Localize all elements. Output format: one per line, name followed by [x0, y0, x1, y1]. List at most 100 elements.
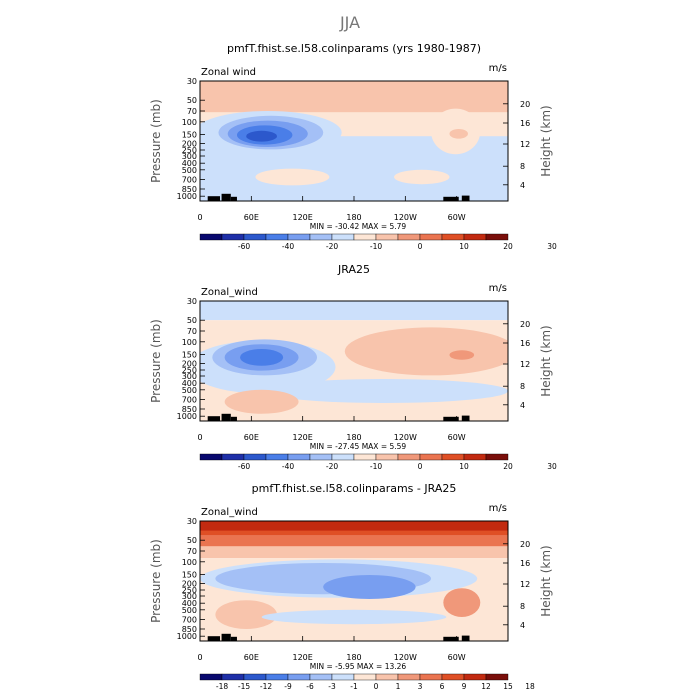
colorbar-box: [441, 453, 465, 461]
colorbar-box: [309, 673, 333, 681]
colorbar-label: -20: [326, 462, 338, 471]
contour-band: [200, 546, 508, 559]
min-max-stats: MIN = -30.42 MAX = 5.79: [310, 222, 407, 231]
panel-title: pmfT.fhist.se.l58.colinparams - JRA25: [252, 482, 457, 495]
x-tick-label: 60E: [244, 433, 259, 442]
colorbar-box: [243, 453, 267, 461]
contour-region: [261, 379, 508, 403]
colorbar-box: [441, 233, 465, 241]
main-title: JJA: [339, 13, 360, 32]
colorbar-box: [463, 233, 487, 241]
variable-label: Zonal wind: [201, 67, 256, 78]
x-tick-label: 60W: [448, 653, 466, 662]
colorbar-box: [331, 673, 355, 681]
contour-region: [443, 588, 481, 617]
contour-region: [344, 327, 508, 376]
y-right-tick-label: 8: [520, 162, 525, 171]
y-tick-label: 500: [182, 166, 197, 175]
terrain-block: [443, 416, 459, 421]
terrain-block: [221, 413, 231, 421]
terrain-block: [443, 636, 459, 641]
contour-band: [200, 521, 508, 531]
panel-3: pmfT.fhist.se.l58.colinparams - JRA25 Zon…: [149, 482, 553, 691]
terrain-block: [461, 635, 470, 641]
contour-region: [449, 350, 475, 360]
panel-title: pmfT.fhist.se.l58.colinparams (yrs 1980-…: [227, 42, 481, 55]
y-right-axis-label: Height (km): [539, 105, 553, 176]
colorbar-box: [331, 233, 355, 241]
y-tick-label: 1000: [177, 192, 197, 201]
colorbar-box: [353, 673, 377, 681]
colorbar-label: -10: [370, 242, 382, 251]
colorbar-label: -40: [282, 242, 294, 251]
colorbar-box: [397, 453, 421, 461]
colorbar-box: [265, 233, 289, 241]
y-right-tick-label: 4: [520, 181, 525, 190]
colorbar-box: [485, 673, 509, 681]
colorbar-label: -1: [350, 682, 358, 691]
y-right-tick-label: 4: [520, 621, 525, 630]
colorbar-label: 20: [503, 462, 513, 471]
terrain-block: [207, 416, 221, 421]
colorbar-label: -40: [282, 462, 294, 471]
colorbar-label: -3: [328, 682, 336, 691]
colorbar-box: [353, 233, 377, 241]
colorbar-box: [199, 673, 223, 681]
colorbar-label: -10: [370, 462, 382, 471]
variable-label: Zonal_wind: [201, 507, 258, 518]
y-tick-label: 200: [182, 579, 197, 588]
x-tick-label: 0: [197, 653, 202, 662]
colorbar-box: [485, 453, 509, 461]
x-tick-label: 120E: [293, 653, 313, 662]
colorbar-box: [375, 673, 399, 681]
y-right-axis-label: Height (km): [539, 325, 553, 396]
terrain-block: [221, 633, 231, 641]
y-tick-label: 70: [187, 327, 197, 336]
colorbar-label: 0: [418, 242, 423, 251]
colorbar-box: [419, 673, 443, 681]
y-right-tick-label: 8: [520, 382, 525, 391]
colorbar-box: [309, 453, 333, 461]
x-tick-label: 120E: [293, 433, 313, 442]
colorbar-label: 30: [547, 462, 557, 471]
colorbar-label: 18: [525, 682, 535, 691]
colorbar-label: 3: [418, 682, 423, 691]
x-tick-label: 180: [346, 653, 361, 662]
x-tick-label: 120E: [293, 213, 313, 222]
y-tick-label: 850: [182, 405, 197, 414]
x-tick-label: 120W: [394, 653, 417, 662]
colorbar-box: [243, 233, 267, 241]
y-right-tick-label: 4: [520, 401, 525, 410]
y-right-axis-label: Height (km): [539, 545, 553, 616]
y-tick-label: 200: [182, 139, 197, 148]
panel-1: pmfT.fhist.se.l58.colinparams (yrs 1980-…: [149, 42, 557, 251]
y-tick-label: 30: [187, 297, 197, 306]
colorbar-box: [221, 453, 245, 461]
terrain-block: [230, 636, 237, 641]
y-tick-label: 200: [182, 359, 197, 368]
contour-region: [323, 575, 416, 599]
y-right-tick-label: 20: [520, 100, 530, 109]
y-tick-label: 250: [182, 586, 197, 595]
contour-region: [246, 130, 277, 142]
y-tick-label: 300: [182, 372, 197, 381]
contour-region: [449, 129, 468, 139]
colorbar-label: -15: [238, 682, 250, 691]
colorbar-box: [397, 233, 421, 241]
y-right-tick-label: 16: [520, 559, 530, 568]
units-label: m/s: [489, 63, 507, 74]
colorbar-label: 30: [547, 242, 557, 251]
terrain-block: [230, 196, 237, 201]
y-tick-label: 70: [187, 107, 197, 116]
colorbar-box: [199, 453, 223, 461]
colorbar-box: [463, 453, 487, 461]
colorbar-box: [463, 673, 487, 681]
y-tick-label: 400: [182, 159, 197, 168]
x-tick-label: 120W: [394, 433, 417, 442]
contour-region: [240, 349, 284, 366]
colorbar-box: [419, 453, 443, 461]
colorbar-label: 0: [374, 682, 379, 691]
plot-shading: [200, 521, 508, 641]
y-tick-label: 850: [182, 625, 197, 634]
y-tick-label: 50: [187, 316, 197, 325]
